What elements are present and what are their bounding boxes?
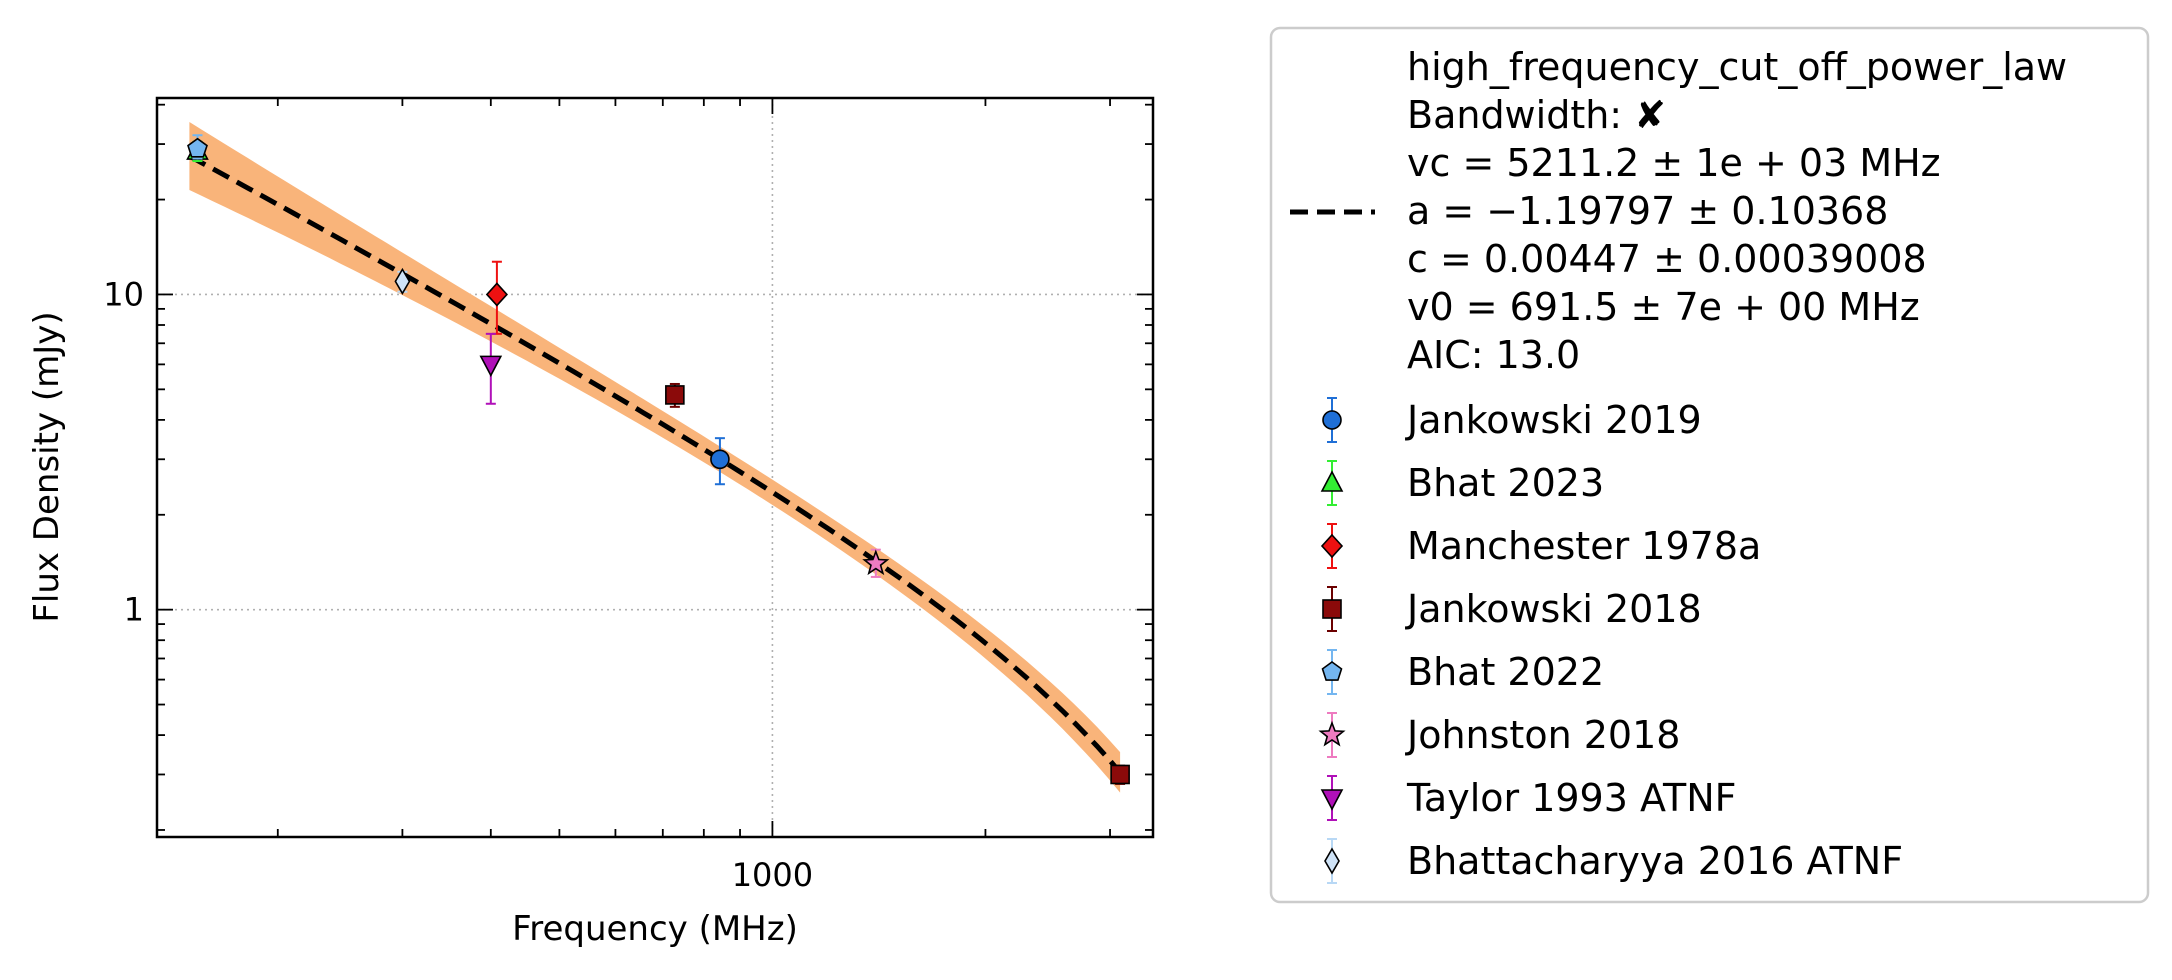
legend-label: Taylor 1993 ATNF (1406, 776, 1737, 820)
legend-entry-bhat-2022: Bhat 2022 (1321, 649, 1604, 695)
legend-label: Johnston 2018 (1405, 713, 1680, 757)
legend-frame (1269, 26, 2150, 904)
legend-marker (1320, 789, 1344, 811)
legend-marker (1318, 720, 1346, 747)
legend-marker (1324, 847, 1340, 875)
legend-label: Bhattacharyya 2016 ATNF (1407, 839, 1903, 883)
legend-fit-text: Bandwidth: ✘ (1407, 93, 1666, 137)
legend-marker (1320, 470, 1344, 492)
data-point-jankowski-2018 (1110, 764, 1130, 785)
data-point-jankowski-2018 (665, 385, 685, 405)
legend-entry-jankowski-2018: Jankowski 2018 (1322, 586, 1702, 632)
legend-marker (1321, 661, 1343, 681)
legend-fit-text: AIC: 13.0 (1407, 333, 1580, 377)
fit-line (188, 153, 1122, 775)
legend-entry-taylor-1993-atnf: Taylor 1993 ATNF (1320, 775, 1737, 821)
data-point-taylor-1993-atnf (479, 355, 503, 378)
legend-entry-bhat-2023: Bhat 2023 (1320, 460, 1604, 506)
legend-fit-text: high_frequency_cut_off_power_law (1407, 45, 2067, 89)
data-point-bhat-2022 (187, 137, 208, 158)
legend-entries: high_frequency_cut_off_power_lawBandwidt… (1290, 45, 2067, 884)
data-point-johnston-2018 (862, 549, 890, 576)
x-tick-label: 1000 (732, 856, 813, 894)
legend-marker (1320, 533, 1344, 559)
fit-uncertainty-band (189, 122, 1121, 793)
legend-entry-bhattacharyya-2016-atnf: Bhattacharyya 2016 ATNF (1324, 838, 1903, 884)
legend-label: Jankowski 2018 (1405, 587, 1702, 631)
legend-entry-jankowski-2019: Jankowski 2019 (1322, 397, 1702, 443)
legend-marker (1322, 410, 1342, 430)
legend-label: Bhat 2023 (1407, 461, 1604, 505)
y-tick-label: 1 (124, 591, 144, 629)
axis-ticks (157, 98, 1153, 837)
legend-label: Bhat 2022 (1407, 650, 1604, 694)
data-points (186, 134, 1130, 785)
data-point-jankowski-2019 (710, 449, 730, 470)
fit-layer (188, 122, 1122, 793)
legend-fit-text: vc = 5211.2 ± 1e + 03 MHz (1407, 141, 1941, 185)
y-tick-label: 10 (103, 275, 144, 313)
legend-label: Manchester 1978a (1407, 524, 1761, 568)
legend-fit-text: a = −1.19797 ± 0.10368 (1407, 189, 1888, 233)
legend-marker (1322, 599, 1342, 619)
legend-entry-manchester-1978a: Manchester 1978a (1320, 523, 1761, 569)
data-point-manchester-1978a (485, 282, 508, 307)
x-axis-label: Frequency (MHz) (512, 909, 798, 949)
legend-fit-text: v0 = 691.5 ± 7e + 00 MHz (1407, 285, 1920, 329)
plot-frame (155, 96, 1155, 839)
legend-entry-johnston-2018: Johnston 2018 (1318, 712, 1680, 758)
legend-label: Jankowski 2019 (1405, 398, 1702, 442)
grid-lines (157, 98, 1153, 837)
data-point-bhattacharyya-2016-atnf (394, 267, 411, 295)
tick-labels: 1000 1 10 (103, 275, 813, 894)
legend-fit-text: c = 0.00447 ± 0.00039008 (1407, 237, 1927, 281)
legend: high_frequency_cut_off_power_lawBandwidt… (1269, 26, 2150, 904)
y-axis-label: Flux Density (mJy) (27, 311, 67, 622)
